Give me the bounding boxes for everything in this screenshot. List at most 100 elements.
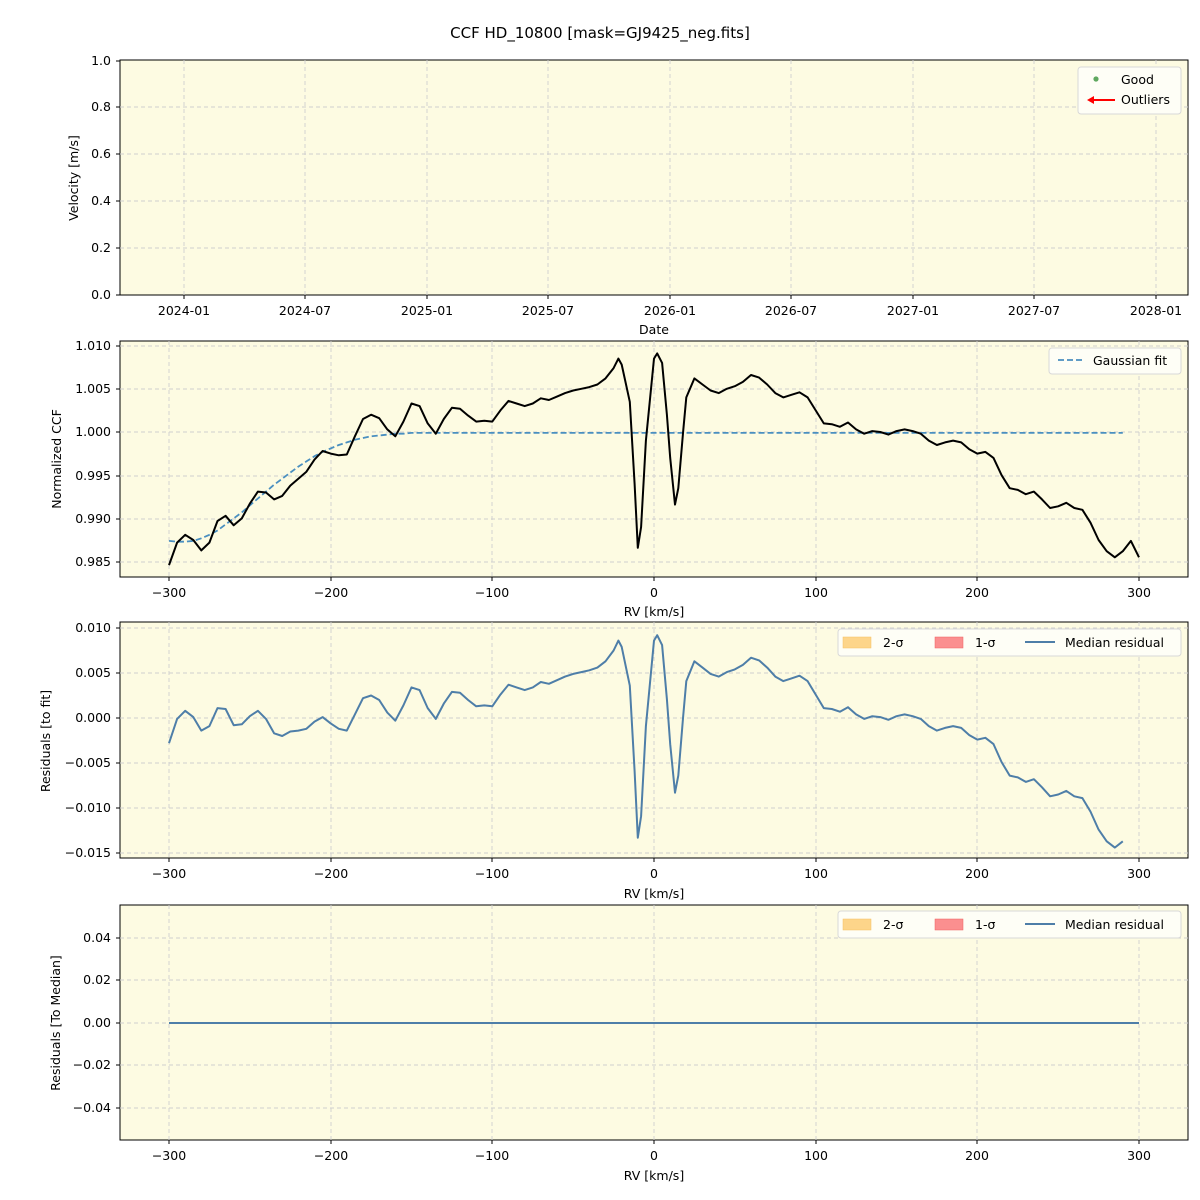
y-tick-label: −0.005 [65, 755, 111, 770]
one-sigma-swatch-icon [934, 636, 964, 649]
y-axis-label: Residuals [To Median] [48, 955, 63, 1091]
y-tick-label: 0.0 [91, 287, 111, 302]
plot-area [119, 59, 1189, 296]
x-tick-label: 300 [1127, 585, 1151, 600]
two-sigma-swatch-icon [842, 636, 872, 649]
legend-label: 2-σ [883, 917, 903, 932]
x-tick-label: −100 [475, 585, 509, 600]
one-sigma-swatch-icon [934, 918, 964, 931]
y-tick-label: −0.010 [65, 800, 111, 815]
x-tick-label: 2024-07 [279, 303, 331, 318]
x-tick-label: 2024-01 [158, 303, 210, 318]
x-axis-label: RV [km/s] [624, 1168, 684, 1183]
x-axis [183, 295, 1157, 299]
x-axis-label: RV [km/s] [624, 604, 684, 619]
y-tick-label: 0.6 [91, 146, 111, 161]
y-tick-label: 1.010 [75, 338, 111, 353]
y-tick-label: −0.015 [65, 845, 111, 860]
legend-label: Median residual [1065, 917, 1164, 932]
legend: Gaussian fit [1048, 347, 1182, 375]
y-tick-label: 0.995 [75, 468, 111, 483]
x-axis-label: RV [km/s] [624, 886, 684, 901]
x-tick-label: 2026-01 [644, 303, 696, 318]
grid-lines [120, 60, 1188, 295]
x-tick-label: −300 [152, 866, 186, 881]
y-tick-label: 0.8 [91, 99, 111, 114]
x-tick-label: 100 [804, 585, 828, 600]
x-tick-label: 200 [965, 585, 989, 600]
legend: 2-σ 1-σ Median residual [837, 910, 1182, 939]
outlier-arrow-icon [1087, 96, 1115, 104]
panel-ccf: 0.985 0.990 0.995 1.000 1.005 1.010 −300… [49, 338, 1189, 619]
y-tick-label: 0.4 [91, 193, 111, 208]
x-tick-label: 200 [965, 866, 989, 881]
y-tick-label: 0.005 [75, 665, 111, 680]
x-axis [168, 1140, 1140, 1144]
x-tick-label: 2026-07 [765, 303, 817, 318]
y-tick-label: 0.2 [91, 240, 111, 255]
x-tick-label: −200 [314, 1148, 348, 1163]
panel-residuals-median: −0.04 −0.02 0.00 0.02 0.04 −300 −200 −10… [48, 904, 1189, 1183]
x-tick-label: −200 [314, 866, 348, 881]
legend-label: 1-σ [975, 917, 995, 932]
y-tick-label: −0.02 [73, 1057, 111, 1072]
legend-label: Gaussian fit [1093, 353, 1167, 368]
two-sigma-swatch-icon [842, 918, 872, 931]
x-tick-label: −300 [152, 1148, 186, 1163]
legend-label: Outliers [1121, 92, 1170, 107]
median-residual-line [168, 634, 1124, 849]
x-tick-label: 2028-01 [1130, 303, 1182, 318]
figure-title: CCF HD_10800 [mask=GJ9425_neg.fits] [450, 24, 750, 43]
y-tick-label: 1.000 [75, 424, 111, 439]
y-axis-label: Normalized CCF [49, 409, 64, 509]
y-tick-label: 0.00 [83, 1015, 111, 1030]
x-tick-label: 0 [650, 866, 658, 881]
y-tick-label: 1.005 [75, 381, 111, 396]
legend-label: 1-σ [975, 635, 995, 650]
x-tick-label: 2027-01 [887, 303, 939, 318]
ccf-line [168, 352, 1140, 566]
y-axis [116, 345, 120, 563]
x-tick-label: 100 [804, 866, 828, 881]
y-tick-label: 0.990 [75, 511, 111, 526]
y-tick-label: 1.0 [91, 53, 111, 68]
y-tick-label: 0.985 [75, 554, 111, 569]
x-tick-label: −100 [475, 1148, 509, 1163]
x-tick-label: −200 [314, 585, 348, 600]
x-axis [168, 577, 1140, 581]
panel-velocity: 0.0 0.2 0.4 0.6 0.8 1.0 2024-01 2024-07 … [66, 53, 1189, 337]
gaussian-fit-line [168, 431, 1123, 543]
x-tick-label: −300 [152, 585, 186, 600]
legend-label: Good [1121, 72, 1154, 87]
x-tick-label: 2027-07 [1008, 303, 1060, 318]
y-tick-label: 0.04 [83, 930, 111, 945]
y-tick-label: 0.010 [75, 620, 111, 635]
legend-label: Median residual [1065, 635, 1164, 650]
good-marker-icon [1093, 76, 1099, 82]
y-axis-label: Residuals [to fit] [38, 690, 53, 792]
y-axis [116, 937, 120, 1109]
grid-lines [120, 622, 1188, 858]
y-axis [116, 60, 120, 296]
x-axis [168, 858, 1140, 862]
x-axis-label: Date [639, 322, 669, 337]
x-tick-label: 300 [1127, 1148, 1151, 1163]
x-tick-label: 200 [965, 1148, 989, 1163]
legend: 2-σ 1-σ Median residual [837, 628, 1182, 657]
x-tick-label: 100 [804, 1148, 828, 1163]
y-tick-label: −0.04 [73, 1100, 111, 1115]
y-axis [116, 627, 120, 854]
x-tick-label: 2025-07 [522, 303, 574, 318]
x-tick-label: −100 [475, 866, 509, 881]
x-tick-label: 2025-01 [401, 303, 453, 318]
x-tick-label: 300 [1127, 866, 1151, 881]
grid-lines [120, 341, 1188, 577]
x-tick-label: 0 [650, 1148, 658, 1163]
legend-label: 2-σ [883, 635, 903, 650]
panel-residuals-fit: −0.015 −0.010 −0.005 0.000 0.005 0.010 −… [38, 620, 1189, 901]
y-axis-label: Velocity [m/s] [66, 135, 81, 221]
x-tick-label: 0 [650, 585, 658, 600]
y-tick-label: 0.02 [83, 972, 111, 987]
legend: Good Outliers [1077, 66, 1182, 115]
